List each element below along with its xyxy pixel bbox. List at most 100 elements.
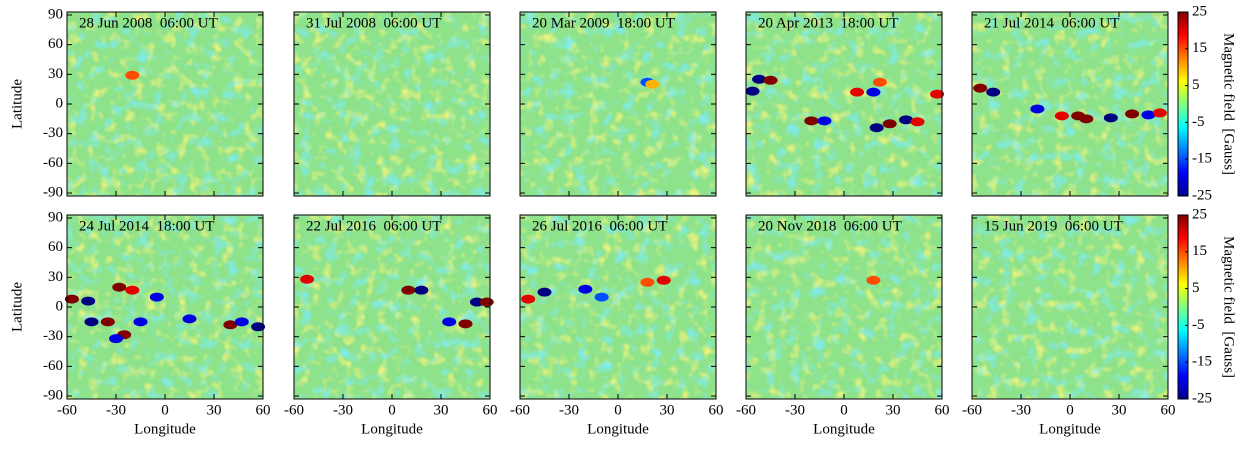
map-texture: [67, 12, 263, 196]
magnetic-spot: [109, 334, 123, 344]
y-tick-label: 60: [48, 239, 63, 255]
y-tick-label: 90: [48, 209, 63, 225]
panel: 26 Jul 2016 06:00 UT -60 -30 0 30 60 Longitude: [510, 214, 724, 437]
x-axis-label: Longitude: [813, 421, 875, 437]
colorbar-tick-label: -5: [1192, 114, 1205, 130]
y-tick-label: -90: [43, 387, 63, 403]
colorbar-tick-label: -25: [1192, 187, 1212, 203]
x-tick-label: 60: [709, 402, 724, 418]
magnetic-spot: [866, 275, 881, 285]
magnetic-spot: [442, 317, 457, 327]
x-tick-label: -60: [510, 402, 530, 418]
magnetic-spot: [125, 70, 140, 80]
colorbar-tick-label: 5: [1192, 280, 1200, 296]
x-tick-label: 30: [207, 402, 222, 418]
panel-title: 24 Jul 2014 18:00 UT: [79, 218, 214, 234]
x-tick-label: -60: [736, 402, 756, 418]
map-texture: [746, 215, 942, 399]
magnetic-spot: [100, 317, 115, 327]
x-tick-label: 0: [1066, 402, 1074, 418]
y-tick-label: -30: [43, 125, 63, 141]
magnetic-spot: [414, 285, 429, 295]
magnetic-spot: [300, 274, 315, 284]
y-tick-label: 0: [56, 95, 64, 111]
colorbar-tick-label: 15: [1192, 40, 1207, 56]
magnetic-spot: [640, 277, 655, 287]
map-texture: [67, 215, 263, 399]
colorbar-tick-label: -15: [1192, 151, 1212, 167]
magnetic-spot: [752, 74, 767, 84]
magnetic-spot: [578, 284, 593, 294]
magnetic-spot: [804, 116, 819, 126]
colorbar-tick-label: -25: [1192, 390, 1212, 406]
x-tick-label: 0: [614, 402, 622, 418]
x-tick-label: 60: [483, 402, 498, 418]
magnetic-spot: [64, 294, 79, 304]
panel: 20 Apr 2013 18:00 UT: [745, 11, 945, 197]
x-tick-label: -60: [284, 402, 304, 418]
magnetic-spot: [149, 292, 164, 302]
magnetic-spot: [882, 119, 897, 129]
map-texture: [294, 215, 490, 399]
y-tick-label: 90: [48, 6, 63, 22]
magnetic-spot: [899, 115, 914, 125]
magnetic-spot: [1152, 108, 1167, 118]
x-axis-label: Longitude: [361, 421, 423, 437]
magnetic-spot: [182, 314, 197, 324]
x-tick-label: -60: [57, 402, 77, 418]
map-texture: [972, 215, 1168, 399]
panel: 21 Jul 2014 06:00 UT -25 -15 -5 5 15 25 Magneti…: [971, 3, 1237, 203]
y-tick-label: 0: [56, 298, 64, 314]
magnetic-spot: [81, 296, 96, 306]
x-tick-label: 0: [161, 402, 169, 418]
magnetic-spot: [521, 294, 536, 304]
map-texture: [972, 12, 1168, 196]
y-axis-label: Latitude: [9, 282, 25, 332]
magnetic-spot: [1030, 104, 1045, 114]
magnetic-spot: [1054, 111, 1069, 121]
magnetic-spot: [458, 319, 473, 329]
magnetic-spot: [872, 77, 887, 87]
colorbar: [1177, 11, 1189, 197]
x-tick-label: 60: [935, 402, 950, 418]
magnetic-spot: [1103, 113, 1118, 123]
colorbar-tick-label: -5: [1192, 317, 1205, 333]
magnetic-spot: [930, 89, 945, 99]
panel: 22 Jul 2016 06:00 UT -60 -30 0 30 60 Longitude: [284, 214, 498, 437]
x-tick-label: -30: [106, 402, 126, 418]
magnetic-spot: [656, 275, 671, 285]
x-tick-label: -30: [1011, 402, 1031, 418]
magnetic-spot: [866, 87, 881, 97]
panel-title: 20 Nov 2018 06:00 UT: [758, 218, 902, 234]
magnetic-spot: [125, 285, 140, 295]
x-tick-label: 0: [840, 402, 848, 418]
magnetic-spot: [763, 75, 778, 85]
x-tick-label: -30: [333, 402, 353, 418]
map-texture: [746, 12, 942, 196]
magnetic-spot: [223, 320, 238, 330]
magnetic-spot: [869, 123, 884, 133]
magnetic-spot: [594, 292, 609, 302]
x-tick-label: 60: [1161, 402, 1176, 418]
magnetic-spot: [645, 79, 660, 89]
colorbar-label: Magnetic field [Gauss]: [1221, 33, 1237, 175]
magnetic-spot: [251, 322, 266, 332]
magnetic-spot: [112, 282, 127, 292]
y-tick-label: 30: [48, 269, 63, 285]
magnetic-spot: [1125, 109, 1140, 119]
magnetic-spot: [469, 297, 484, 307]
panel: 28 Jun 2008 06:00 UT -90 -60 -30 0 30 60 90 Lati…: [9, 6, 264, 200]
panel-title: 26 Jul 2016 06:00 UT: [532, 218, 667, 234]
map-texture: [294, 12, 490, 196]
panel: 15 Jun 2019 06:00 UT -60 -30 0 30 60 Longitude…: [962, 206, 1237, 437]
magnetic-spot: [973, 83, 988, 93]
x-tick-label: -30: [559, 402, 579, 418]
magnetic-spot: [850, 87, 865, 97]
y-tick-label: 60: [48, 36, 63, 52]
y-tick-label: 30: [48, 66, 63, 82]
panel-title: 20 Mar 2009 18:00 UT: [532, 15, 675, 31]
magnetic-spot: [401, 285, 416, 295]
x-axis-label: Longitude: [587, 421, 649, 437]
magnetic-spot: [986, 87, 1001, 97]
